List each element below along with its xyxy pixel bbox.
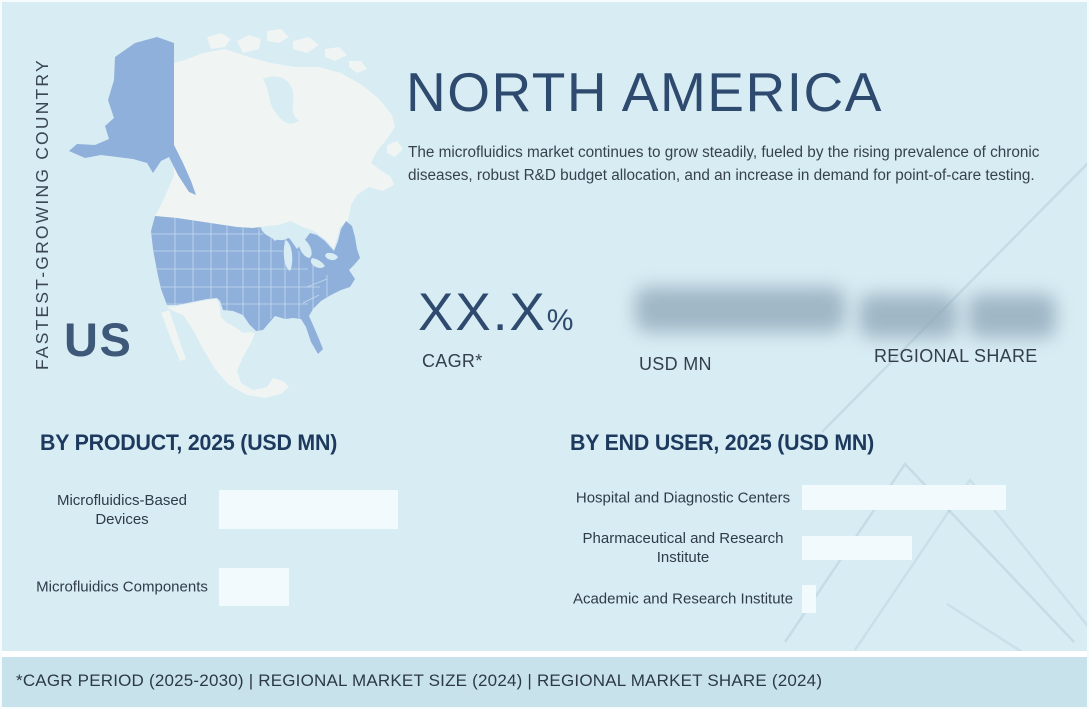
cagr-label: CAGR* — [422, 351, 483, 371]
bar — [802, 485, 1006, 510]
cagr-value: XX.X% — [418, 282, 573, 343]
redacted-regional-share-value — [968, 294, 1056, 338]
by-product-chart-title: BY PRODUCT, 2025 (USD MN) — [40, 430, 338, 455]
redacted-market-size-value — [635, 287, 845, 332]
highlighted-country-label: US — [64, 313, 133, 366]
chart-row: Pharmaceutical and Research Institute — [557, 530, 1037, 566]
alaska-shape — [69, 37, 196, 195]
bar — [219, 568, 289, 606]
chart-row: Microfluidics-Based Devices — [27, 490, 467, 529]
bar — [802, 585, 816, 613]
chart-row: Microfluidics Components — [27, 568, 467, 606]
chart-row: Academic and Research Institute — [557, 585, 1037, 613]
category-label: Academic and Research Institute — [572, 590, 794, 608]
bar — [802, 536, 912, 560]
category-label: Hospital and Diagnostic Centers — [575, 489, 791, 506]
footer-bar: *CAGR PERIOD (2025-2030) | REGIONAL MARK… — [2, 657, 1087, 707]
cagr-value-main: XX.X — [418, 283, 547, 342]
us-state-lines — [151, 216, 328, 332]
north-america-map — [69, 29, 402, 398]
category-label: Pharmaceutical and Research Institute — [582, 530, 784, 566]
great-lakes — [261, 225, 338, 271]
redacted-regional-share-value — [859, 294, 957, 338]
category-label: Microfluidics-Based Devices — [56, 491, 188, 528]
bar — [219, 490, 398, 529]
regional-share-label: REGIONAL SHARE — [874, 346, 1038, 366]
by-product-chart: BY PRODUCT, 2025 (USD MN) Microfluidics-… — [27, 422, 467, 632]
page-description: The microfluidics market continues to gr… — [408, 144, 1040, 184]
by-end-user-chart: BY END USER, 2025 (USD MN) Hospital and … — [557, 422, 1037, 632]
footer-separator — [2, 651, 1087, 657]
category-label: Microfluidics Components — [36, 578, 208, 596]
chart-row: Hospital and Diagnostic Centers — [557, 485, 1037, 510]
usd-mn-label: USD MN — [639, 354, 712, 374]
by-end-user-chart-title: BY END USER, 2025 (USD MN) — [570, 430, 875, 455]
canada-shape — [155, 49, 395, 249]
footer-note: *CAGR PERIOD (2025-2030) | REGIONAL MARK… — [16, 671, 823, 690]
page-title: NORTH AMERICA — [406, 61, 883, 123]
cagr-value-suffix: % — [546, 304, 574, 337]
arctic-islands — [207, 29, 402, 157]
mexico-shape — [161, 299, 289, 398]
hudson-bay — [263, 76, 299, 124]
